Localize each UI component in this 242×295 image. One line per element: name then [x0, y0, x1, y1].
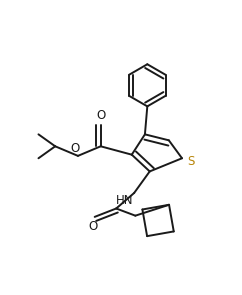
Text: O: O: [89, 220, 98, 233]
Text: O: O: [70, 142, 79, 155]
Text: O: O: [96, 109, 105, 122]
Text: S: S: [187, 155, 195, 168]
Text: HN: HN: [115, 194, 133, 207]
